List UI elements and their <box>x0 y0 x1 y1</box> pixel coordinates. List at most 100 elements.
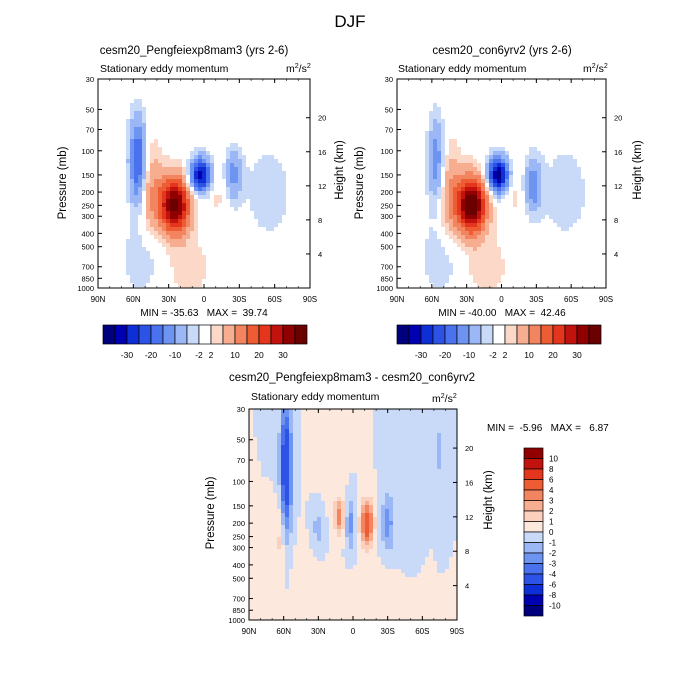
field-cell <box>577 127 582 132</box>
field-cell <box>290 99 295 104</box>
field-cell <box>294 91 299 96</box>
field-cell <box>110 179 115 184</box>
field-cell <box>242 255 247 260</box>
field-cell <box>597 183 602 188</box>
field-cell <box>130 207 135 212</box>
field-cell <box>206 207 211 212</box>
field-cell <box>397 199 402 204</box>
field-cell <box>122 187 127 192</box>
field-cell <box>469 211 474 216</box>
field-cell <box>246 207 251 212</box>
field-cell <box>206 251 211 256</box>
field-cell <box>154 115 159 120</box>
field-cell <box>561 119 566 124</box>
field-cell <box>254 107 259 112</box>
field-cell <box>102 223 107 228</box>
field-cell <box>601 79 606 84</box>
field-cell <box>110 87 115 92</box>
field-cell <box>449 211 454 216</box>
field-cell <box>158 239 163 244</box>
field-cell <box>246 175 251 180</box>
field-cell <box>266 103 271 108</box>
field-cell <box>445 79 450 84</box>
field-cell <box>465 79 470 84</box>
field-cell <box>477 171 482 176</box>
field-cell <box>533 159 538 164</box>
field-cell <box>517 91 522 96</box>
field-cell <box>397 159 402 164</box>
field-cell <box>441 219 446 224</box>
field-cell <box>493 183 498 188</box>
field-cell <box>461 171 466 176</box>
field-cell <box>437 231 442 236</box>
field-cell <box>150 79 155 84</box>
field-cell <box>122 251 127 256</box>
field-cell <box>238 191 243 196</box>
field-cell <box>234 107 239 112</box>
field-cell <box>457 123 462 128</box>
field-cell <box>266 95 271 100</box>
field-cell <box>461 79 466 84</box>
y-tick-label: 50 <box>86 105 94 114</box>
field-cell <box>545 135 550 140</box>
field-cell <box>206 95 211 100</box>
field-cell <box>142 251 147 256</box>
field-cell <box>130 271 135 276</box>
field-cell <box>425 187 430 192</box>
field-cell <box>206 227 211 232</box>
field-cell <box>517 143 522 148</box>
field-cell <box>294 79 299 84</box>
field-cell <box>270 183 275 188</box>
field-cell <box>138 179 143 184</box>
field-cell <box>489 211 494 216</box>
field-cell <box>126 123 131 128</box>
field-cell <box>174 127 179 132</box>
field-cell <box>401 127 406 132</box>
field-cell <box>433 195 438 200</box>
field-cell <box>286 147 291 152</box>
field-cell <box>122 159 127 164</box>
field-cell <box>154 207 159 212</box>
field-cell <box>234 167 239 172</box>
field-cell <box>290 167 295 172</box>
field-cell <box>238 179 243 184</box>
field-cell <box>481 211 486 216</box>
field-cell <box>194 195 199 200</box>
field-cell <box>218 167 223 172</box>
field-cell <box>569 223 574 228</box>
field-cell <box>441 107 446 112</box>
field-cell <box>509 151 514 156</box>
field-cell <box>118 83 123 88</box>
field-cell <box>294 243 299 248</box>
field-cell <box>214 235 219 240</box>
field-cell <box>170 187 175 192</box>
field-cell <box>114 163 119 168</box>
field-cell <box>122 243 127 248</box>
field-cell <box>114 87 119 92</box>
field-cell <box>122 267 127 272</box>
field-cell <box>509 91 514 96</box>
field-cell <box>174 271 179 276</box>
field-cell <box>469 159 474 164</box>
field-cell <box>146 143 151 148</box>
field-cell <box>569 91 574 96</box>
field-cell <box>158 283 163 288</box>
field-cell <box>186 151 191 156</box>
field-cell <box>477 111 482 116</box>
field-cell <box>601 135 606 140</box>
field-cell <box>226 283 231 288</box>
field-cell <box>230 191 235 196</box>
field-cell <box>138 283 143 288</box>
field-cell <box>441 79 446 84</box>
field-cell <box>110 211 115 216</box>
field-cell <box>278 119 283 124</box>
field-cell <box>154 123 159 128</box>
field-cell <box>553 127 558 132</box>
field-cell <box>222 83 227 88</box>
field-cell <box>541 195 546 200</box>
field-cell <box>266 111 271 116</box>
field-cell <box>417 199 422 204</box>
field-cell <box>234 155 239 160</box>
field-cell <box>441 199 446 204</box>
field-cell <box>286 223 291 228</box>
